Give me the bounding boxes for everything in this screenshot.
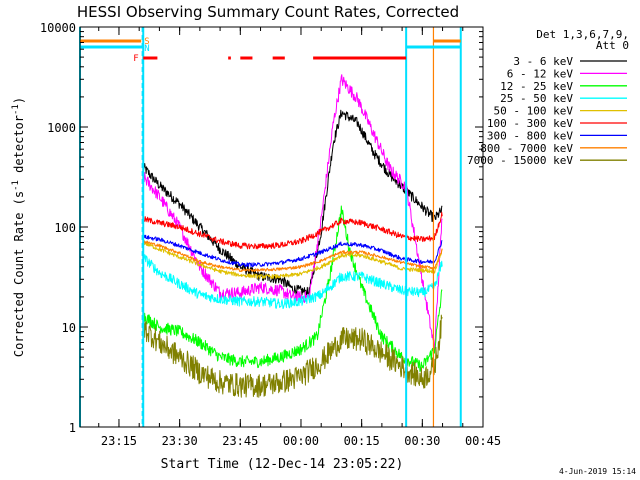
plot-data-layer: [142, 74, 443, 398]
x-axis-label: Start Time (12-Dec-14 23:05:22): [161, 457, 404, 472]
legend-label: 7000 - 15000 keV: [467, 154, 573, 167]
y-tick-label: 100: [54, 221, 76, 235]
series-line: [142, 240, 443, 273]
legend-label: 800 - 7000 keV: [480, 142, 573, 155]
legend-label: 100 - 300 keV: [487, 117, 573, 130]
x-tick-label: 23:30: [162, 434, 198, 448]
x-tick-label: 00:45: [465, 434, 501, 448]
saa-marker-label: S: [144, 37, 149, 47]
legend-label: 25 - 50 keV: [500, 92, 573, 105]
legend-label: 3 - 6 keV: [513, 55, 573, 68]
legend-header-line-2: Att 0: [596, 39, 629, 52]
x-tick-label: 00:30: [404, 434, 440, 448]
series-line: [142, 211, 443, 250]
x-tick-label: 23:45: [222, 434, 258, 448]
legend-label: 12 - 25 keV: [500, 80, 573, 93]
series-line: [142, 74, 443, 354]
y-tick-label: 1000: [47, 121, 76, 135]
x-tick-label: 00:15: [344, 434, 380, 448]
y-tick-label: 10: [62, 321, 76, 335]
y-tick-label: 1: [69, 421, 76, 435]
flare-marker-label: F: [133, 54, 138, 64]
legend-label: 300 - 800 keV: [487, 129, 573, 142]
series-line: [142, 234, 443, 268]
footer-date: 4-Jun-2019 15:14: [559, 467, 636, 476]
series-line: [142, 254, 443, 310]
series-line: [142, 241, 443, 279]
series-line: [143, 205, 443, 372]
y-axis-label: Corrected Count Rate (s-1 detector-1): [11, 97, 26, 357]
x-tick-label: 00:00: [283, 434, 319, 448]
legend-header-line-1: Det 1,3,6,7,9,: [536, 28, 629, 41]
chart-title: HESSI Observing Summary Count Rates, Cor…: [77, 3, 459, 21]
legend-label: 50 - 100 keV: [494, 105, 574, 118]
axes-layer: 23:15 23:30 23:45 00:00 00:15 00:30 00:45 1 10 10…: [40, 21, 501, 448]
series-line: [142, 314, 443, 398]
x-tick-label: 23:15: [101, 434, 137, 448]
y-tick-label: 10000: [40, 21, 76, 35]
legend-label: 6 - 12 keV: [507, 67, 574, 80]
night-marker-label: N: [144, 44, 149, 54]
